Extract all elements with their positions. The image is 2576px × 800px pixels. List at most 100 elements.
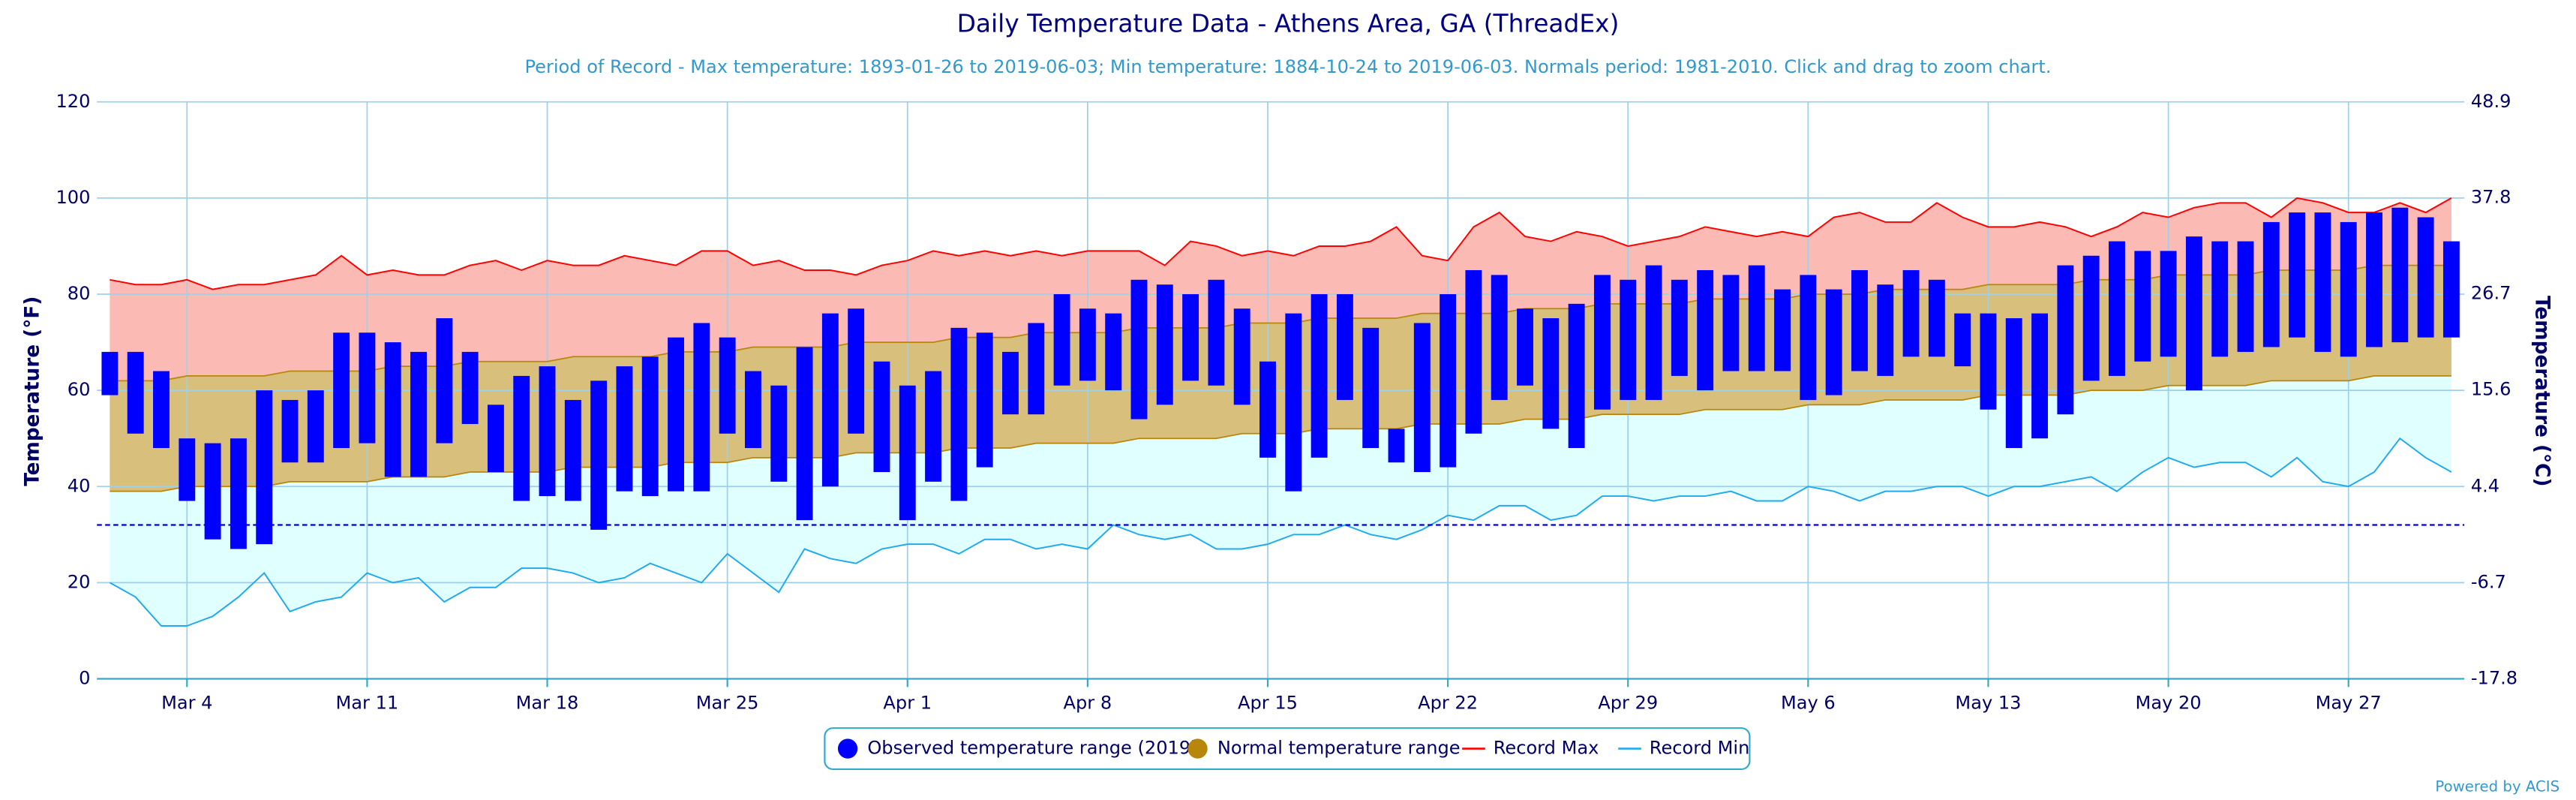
bar <box>2237 241 2254 352</box>
bar <box>2160 251 2177 357</box>
bar <box>1748 265 1765 371</box>
bar <box>744 371 761 449</box>
bar <box>230 438 247 549</box>
bar <box>848 308 865 434</box>
bar <box>307 390 324 463</box>
legend-label: Normal temperature range <box>1217 738 1461 759</box>
bar <box>1542 318 1560 429</box>
bar <box>1156 284 1173 405</box>
chart-title: Daily Temperature Data - Athens Area, GA… <box>957 9 1620 38</box>
bar <box>976 332 993 468</box>
bar <box>1440 294 1457 468</box>
bar <box>564 399 581 501</box>
bar <box>1697 269 1714 391</box>
bar <box>359 332 376 444</box>
bar <box>1517 308 1533 386</box>
bar <box>1800 275 1817 400</box>
bar <box>539 366 556 497</box>
x-tick-label: Apr 29 <box>1598 692 1658 713</box>
bar <box>1182 294 1199 381</box>
legend-marker <box>837 738 858 759</box>
y2-tick-label: -6.7 <box>2471 572 2506 593</box>
bar <box>1722 275 1740 371</box>
bar <box>2005 318 2022 449</box>
bar <box>1928 279 1945 357</box>
y-tick-label: 20 <box>68 571 91 592</box>
bar <box>1130 279 1148 420</box>
bar <box>1877 284 1894 376</box>
bar <box>2442 241 2460 338</box>
bar <box>1208 279 1225 386</box>
legend-box <box>824 727 1751 771</box>
bar <box>2391 207 2409 343</box>
bar <box>899 385 916 521</box>
y-tick-label: 80 <box>68 283 91 304</box>
bar <box>1980 313 1997 410</box>
bar <box>1233 308 1250 405</box>
bar <box>925 371 942 482</box>
bar <box>2185 236 2202 391</box>
bar <box>2109 241 2125 376</box>
bar <box>950 327 968 501</box>
y-tick-label: 40 <box>68 475 91 496</box>
x-tick-label: Mar 18 <box>516 692 579 713</box>
bar <box>2417 217 2434 338</box>
bar <box>2289 212 2306 338</box>
bar <box>1079 308 1096 381</box>
bar <box>1593 275 1611 410</box>
bar <box>179 438 196 501</box>
legend-label: Record Max <box>1494 738 1599 759</box>
bar <box>256 390 273 545</box>
bar <box>2134 251 2151 362</box>
y-tick-label: 100 <box>56 187 90 208</box>
bar <box>719 337 736 434</box>
y2-tick-label: 4.4 <box>2471 476 2499 497</box>
bar <box>1413 323 1431 473</box>
bar <box>1568 303 1585 449</box>
record-min-area <box>110 375 2451 627</box>
y2-axis-title: Temperature (°C) <box>2530 296 2553 487</box>
x-tick-label: Apr 1 <box>883 692 932 713</box>
y2-tick-label: 37.8 <box>2471 187 2511 208</box>
record-max-line <box>110 197 2452 290</box>
y-tick-label: 0 <box>79 667 90 688</box>
bar <box>2057 265 2074 415</box>
bar <box>1105 313 1122 391</box>
bar <box>204 443 221 540</box>
x-tick-label: Apr 15 <box>1238 692 1298 713</box>
bar <box>410 351 427 477</box>
bar <box>153 371 170 449</box>
bar <box>1311 294 1328 458</box>
x-tick-label: Mar 25 <box>696 692 759 713</box>
bar <box>821 313 839 487</box>
bar <box>333 332 350 449</box>
legend-label: Observed temperature range (2019) <box>867 738 1197 759</box>
y-tick-label: 120 <box>56 91 90 112</box>
y2-tick-label: 15.6 <box>2471 379 2511 400</box>
x-tick-label: May 6 <box>1781 692 1836 713</box>
bar <box>1645 265 1662 400</box>
bar <box>2031 313 2049 439</box>
bar <box>590 380 608 530</box>
bar <box>873 361 890 473</box>
bar <box>513 375 530 501</box>
bar <box>1851 269 1868 371</box>
bar <box>1285 313 1302 492</box>
x-tick-label: Mar 4 <box>161 692 212 713</box>
bar <box>1259 361 1276 458</box>
x-tick-label: May 20 <box>2136 692 2202 713</box>
bar <box>1954 313 1971 367</box>
bar <box>1825 289 1842 395</box>
x-tick-label: Apr 22 <box>1418 692 1478 713</box>
x-tick-label: Mar 11 <box>336 692 399 713</box>
x-tick-label: May 13 <box>1955 692 2021 713</box>
y-tick-label: 60 <box>68 379 91 400</box>
bar <box>101 351 119 395</box>
bar <box>461 351 479 424</box>
y-axis-title: Temperature (°F) <box>21 296 44 486</box>
bar <box>2340 221 2357 357</box>
y2-tick-label: -17.8 <box>2471 667 2517 688</box>
bar <box>1028 323 1045 415</box>
bar <box>127 351 144 434</box>
x-tick-label: Apr 8 <box>1064 692 1112 713</box>
